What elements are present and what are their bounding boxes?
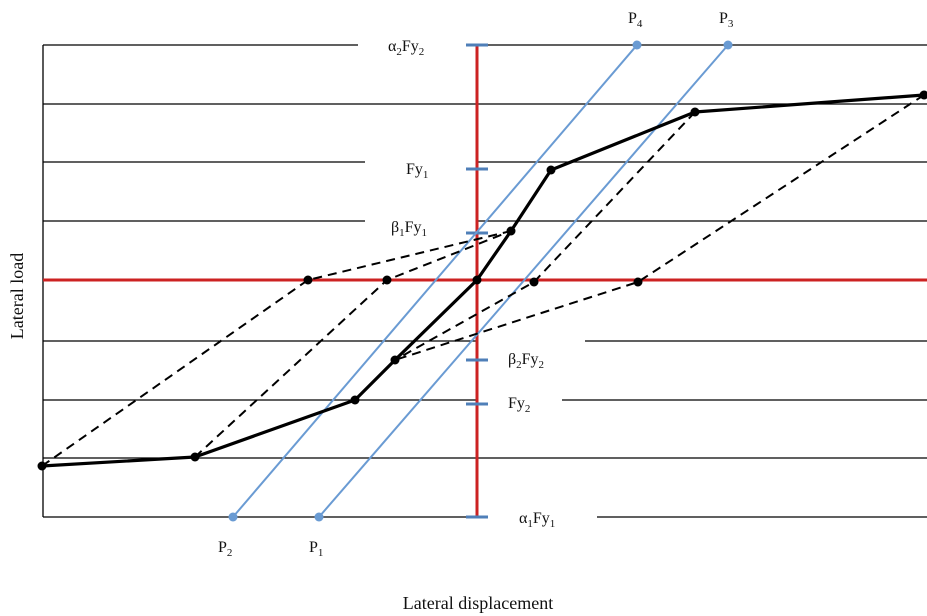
point-p2 bbox=[228, 512, 238, 522]
x-axis-title: Lateral displacement bbox=[403, 593, 553, 613]
unloading-branch-inner-right bbox=[394, 111, 696, 361]
vertex bbox=[529, 277, 539, 287]
stiffness-points bbox=[228, 40, 733, 522]
vertex bbox=[390, 355, 400, 365]
label-alpha1fy1: α1Fy1 bbox=[519, 510, 555, 530]
stiffness-lines bbox=[232, 44, 729, 518]
vertex bbox=[303, 275, 313, 285]
label-p2: P2 bbox=[218, 539, 232, 559]
stiffness-line-p2-p4 bbox=[232, 44, 638, 518]
label-beta2fy2: β2Fy2 bbox=[508, 351, 544, 371]
label-p1: P1 bbox=[309, 539, 323, 559]
label-beta1fy1: β1Fy1 bbox=[391, 219, 427, 239]
label-p3: P3 bbox=[719, 10, 734, 30]
point-p4 bbox=[632, 40, 642, 50]
point-p1 bbox=[314, 512, 324, 522]
unloading-branch-inner-left bbox=[194, 230, 512, 458]
vertex bbox=[350, 395, 360, 405]
vertex bbox=[919, 90, 927, 100]
vertex-origin bbox=[472, 275, 482, 285]
vertex bbox=[382, 275, 392, 285]
stiffness-line-p1-p3 bbox=[318, 44, 729, 518]
label-fy2: Fy2 bbox=[508, 395, 530, 415]
vertex bbox=[37, 461, 47, 471]
axes bbox=[43, 45, 927, 517]
unloading-branch-outer-right bbox=[394, 94, 925, 361]
curve-vertices bbox=[37, 90, 927, 471]
unloading-branch-outer-left bbox=[41, 230, 512, 467]
y-axis-title: Lateral load bbox=[7, 253, 27, 339]
label-p4: P4 bbox=[628, 10, 643, 30]
vertex bbox=[633, 277, 643, 287]
point-p3 bbox=[723, 40, 733, 50]
vertex bbox=[506, 226, 516, 236]
label-fy1: Fy1 bbox=[406, 161, 428, 181]
strength-labels: α2Fy2 Fy1 β1Fy1 β2Fy2 Fy2 α1Fy1 bbox=[388, 38, 555, 530]
vertex bbox=[190, 452, 200, 462]
point-labels: P4 P3 P2 P1 bbox=[218, 10, 734, 559]
vertex bbox=[546, 165, 556, 175]
axis-ticks bbox=[466, 43, 488, 519]
label-alpha2fy2: α2Fy2 bbox=[388, 38, 424, 58]
vertex bbox=[690, 107, 700, 117]
